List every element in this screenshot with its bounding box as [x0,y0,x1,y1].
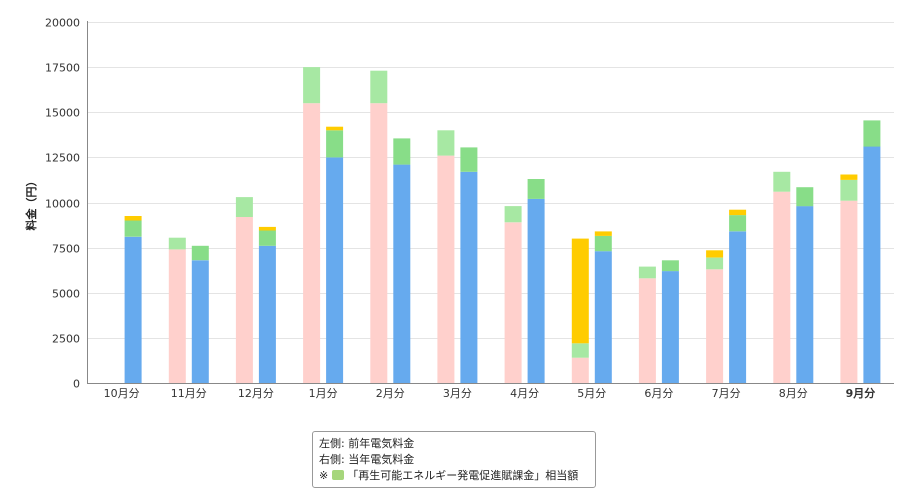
bar-segment [191,260,209,383]
bar-segment [235,197,253,217]
bar-segment [460,147,478,172]
x-tick-label: 7月分 [712,387,741,400]
bar-segment [437,130,455,156]
y-tick-label: 2500 [52,333,80,346]
bar-segment [527,179,545,199]
bar-segment [840,179,858,201]
legend-left-value: : 前年電気料金 [341,437,415,450]
bar-segment [326,130,344,158]
bar-segment [706,269,724,383]
y-tick-labels: 0 2500 5000 7500 10000 12500 15000 17500 20000 [45,17,80,391]
x-tick-label: 2月分 [376,387,405,400]
bar-segment [504,222,522,383]
bar-segment [124,236,142,383]
bar-segment [594,235,612,252]
bar-segment [124,220,142,237]
bar-segment [638,266,656,279]
bar-segment [863,146,881,383]
legend: 左側: 前年電気料金 右側: 当年電気料金 ※ 「再生可能エネルギー発電促進賦課金… [312,431,596,488]
bar-segment [773,171,791,192]
bar-segment [571,343,589,358]
legend-right-row: 右側: 当年電気料金 [319,452,595,468]
bar-segment [191,245,209,261]
x-tick-label: 10月分 [104,387,140,400]
bar-segment [258,245,276,383]
legend-note-row: ※ 「再生可能エネルギー発電促進賦課金」相当額 [319,468,595,484]
y-tick-label: 10000 [45,198,80,211]
bar-segment [460,171,478,383]
legend-swatch [332,470,345,480]
bar-segment [504,206,522,223]
y-tick-label: 12500 [45,152,80,165]
x-tick-label: 11月分 [171,387,207,400]
bar-segment [706,250,724,258]
y-tick-label: 17500 [45,62,80,75]
x-tick-label: 8月分 [779,387,808,400]
x-tick-label: 6月分 [644,387,673,400]
x-tick-label: 1月分 [309,387,338,400]
bar-segment [124,216,142,221]
x-tick-label: 9月分 [846,386,876,400]
bar-segment [840,200,858,383]
legend-left-row: 左側: 前年電気料金 [319,436,595,452]
bar-chart: 0 2500 5000 7500 10000 12500 15000 17500 20000 1… [24,17,894,400]
bar-segment [661,271,679,383]
legend-note-text: 「再生可能エネルギー発電促進賦課金」相当額 [347,469,579,482]
bar-segment [303,67,321,104]
bar-segment [527,198,545,383]
legend-note-mark: ※ [319,469,329,482]
bar-segment [661,260,679,272]
y-tick-label: 7500 [52,243,80,256]
y-tick-label: 15000 [45,107,80,120]
bar-segment [326,157,344,383]
x-tick-label: 4月分 [510,387,539,400]
bar-segment [258,226,276,231]
bar-segment [796,206,814,383]
y-axis-title: 料金（円） [24,176,38,231]
x-tick-labels: 10月分 11月分 12月分 1月分 2月分 3月分 4月分 5月分 6月分 7月分 8月分 9月分 [104,386,876,400]
bars [124,67,881,383]
bar-segment [729,231,747,383]
bar-segment [638,278,656,383]
bar-segment [729,215,747,232]
gridlines [88,22,894,339]
x-tick-label: 5月分 [577,387,606,400]
bar-segment [571,238,589,344]
x-tick-label: 12月分 [238,387,274,400]
bar-segment [393,164,411,383]
y-tick-label: 5000 [52,288,80,301]
bar-segment [370,103,388,383]
bar-segment [796,187,814,207]
bar-segment [437,155,455,383]
legend-right-value: : 当年電気料金 [341,453,415,466]
bar-segment [235,216,253,383]
bar-segment [168,237,186,250]
bar-segment [303,103,321,383]
bar-segment [863,120,881,147]
y-tick-label: 0 [73,378,80,391]
bar-segment [571,357,589,383]
bar-segment [840,174,858,180]
bar-segment [594,231,612,236]
bar-segment [168,249,186,383]
bar-segment [773,191,791,383]
x-tick-label: 3月分 [443,387,472,400]
bar-segment [729,209,747,216]
bar-segment [258,230,276,246]
bar-segment [706,257,724,270]
bar-segment [393,138,411,165]
bar-segment [594,251,612,383]
y-tick-label: 20000 [45,17,80,30]
bar-segment [370,70,388,104]
legend-right-label: 右側 [319,453,341,466]
legend-left-label: 左側 [319,437,341,450]
bar-segment [326,126,344,131]
